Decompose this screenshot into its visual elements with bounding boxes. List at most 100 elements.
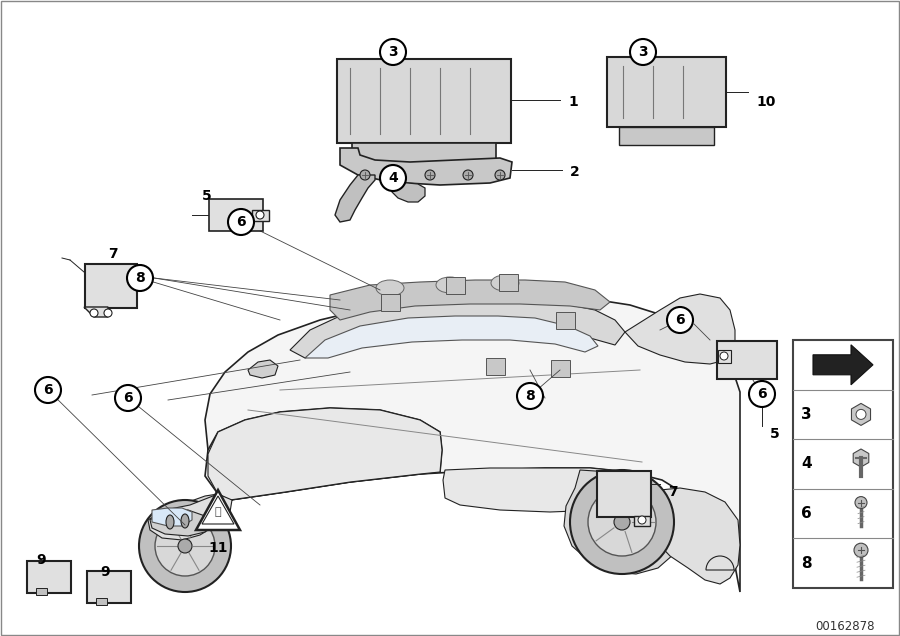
Circle shape — [425, 170, 435, 180]
Text: 6: 6 — [123, 391, 133, 405]
Text: 5: 5 — [202, 189, 211, 203]
Polygon shape — [813, 345, 873, 385]
FancyBboxPatch shape — [446, 277, 464, 293]
Ellipse shape — [436, 277, 464, 293]
FancyBboxPatch shape — [85, 264, 137, 308]
Circle shape — [380, 39, 406, 65]
FancyBboxPatch shape — [381, 293, 400, 310]
Circle shape — [749, 381, 775, 407]
Circle shape — [178, 539, 192, 553]
Text: 8: 8 — [135, 271, 145, 285]
Circle shape — [463, 170, 473, 180]
Polygon shape — [305, 316, 598, 358]
Circle shape — [495, 170, 505, 180]
FancyBboxPatch shape — [35, 588, 47, 595]
Polygon shape — [248, 360, 278, 378]
Circle shape — [115, 385, 141, 411]
Text: 3: 3 — [638, 45, 648, 59]
Polygon shape — [340, 148, 512, 185]
FancyBboxPatch shape — [717, 350, 731, 363]
Ellipse shape — [181, 514, 189, 528]
Circle shape — [856, 410, 866, 419]
Text: 9: 9 — [100, 565, 110, 579]
Circle shape — [614, 514, 630, 530]
Polygon shape — [443, 468, 648, 512]
Text: 00162878: 00162878 — [815, 619, 875, 632]
Polygon shape — [148, 295, 740, 592]
FancyBboxPatch shape — [352, 143, 496, 165]
Text: 7: 7 — [108, 247, 118, 261]
Circle shape — [380, 165, 406, 191]
Circle shape — [854, 543, 868, 557]
Text: 6: 6 — [801, 506, 812, 521]
Circle shape — [256, 211, 264, 219]
Polygon shape — [148, 494, 232, 540]
Circle shape — [855, 497, 867, 509]
FancyBboxPatch shape — [793, 340, 893, 588]
Text: 3: 3 — [801, 407, 812, 422]
Polygon shape — [290, 302, 625, 358]
FancyBboxPatch shape — [597, 471, 651, 517]
FancyBboxPatch shape — [209, 199, 263, 231]
Polygon shape — [208, 408, 442, 500]
Text: 6: 6 — [675, 313, 685, 327]
Text: 6: 6 — [43, 383, 53, 397]
Text: 1: 1 — [568, 95, 578, 109]
FancyBboxPatch shape — [551, 359, 570, 377]
Polygon shape — [625, 294, 735, 364]
Polygon shape — [390, 182, 425, 202]
Text: 6: 6 — [236, 215, 246, 229]
Wedge shape — [706, 556, 734, 570]
Polygon shape — [202, 496, 234, 524]
Circle shape — [588, 488, 656, 556]
FancyBboxPatch shape — [619, 127, 714, 145]
Circle shape — [517, 383, 543, 409]
Polygon shape — [142, 494, 218, 564]
Text: 10: 10 — [756, 95, 776, 109]
Ellipse shape — [491, 275, 519, 291]
FancyBboxPatch shape — [87, 571, 131, 603]
Polygon shape — [645, 488, 740, 584]
Polygon shape — [564, 470, 680, 574]
FancyBboxPatch shape — [607, 57, 726, 127]
Circle shape — [127, 265, 153, 291]
Text: 3: 3 — [388, 45, 398, 59]
Circle shape — [228, 209, 254, 235]
Circle shape — [720, 352, 728, 360]
Circle shape — [638, 516, 646, 524]
Text: 4: 4 — [801, 457, 812, 471]
Text: 2: 2 — [570, 165, 580, 179]
Text: 人: 人 — [215, 507, 221, 517]
Polygon shape — [853, 449, 868, 467]
Text: 6: 6 — [757, 387, 767, 401]
Circle shape — [155, 516, 215, 576]
Text: 7: 7 — [668, 485, 678, 499]
Circle shape — [390, 170, 400, 180]
FancyBboxPatch shape — [485, 357, 505, 375]
FancyBboxPatch shape — [499, 273, 517, 291]
Text: 8: 8 — [801, 556, 812, 570]
Circle shape — [667, 307, 693, 333]
Ellipse shape — [166, 515, 174, 529]
FancyBboxPatch shape — [251, 209, 268, 221]
Circle shape — [630, 39, 656, 65]
Circle shape — [35, 377, 61, 403]
Text: 5: 5 — [770, 427, 779, 441]
Polygon shape — [196, 490, 240, 530]
Ellipse shape — [376, 280, 404, 296]
Circle shape — [139, 500, 231, 592]
Polygon shape — [148, 408, 442, 520]
Polygon shape — [634, 516, 650, 526]
Circle shape — [90, 309, 98, 317]
Polygon shape — [150, 510, 210, 536]
Circle shape — [570, 470, 674, 574]
Polygon shape — [851, 403, 870, 425]
Text: 8: 8 — [525, 389, 535, 403]
FancyBboxPatch shape — [555, 312, 574, 329]
Circle shape — [360, 170, 370, 180]
Text: 9: 9 — [36, 553, 46, 567]
FancyBboxPatch shape — [717, 341, 777, 379]
Polygon shape — [152, 508, 192, 526]
FancyBboxPatch shape — [95, 597, 106, 604]
Text: 11: 11 — [208, 541, 228, 555]
